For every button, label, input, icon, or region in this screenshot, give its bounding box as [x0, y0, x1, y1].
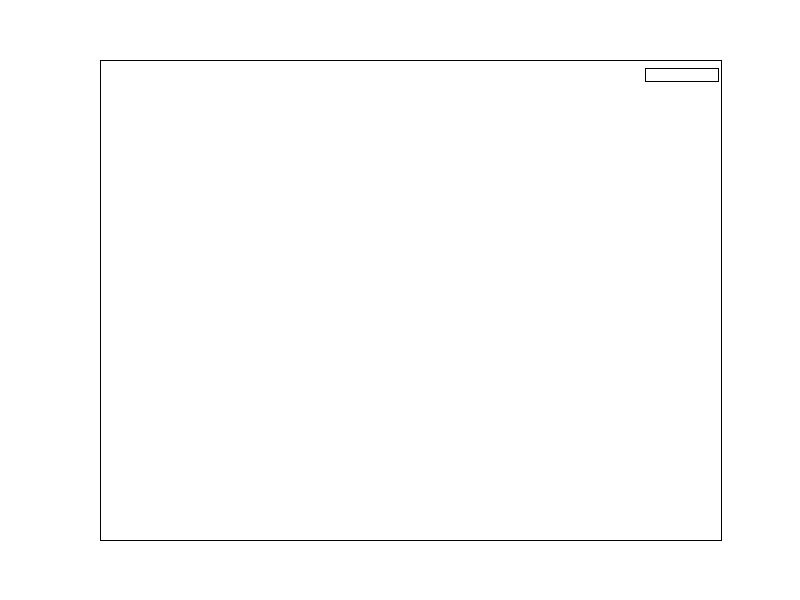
plot-area [100, 60, 722, 541]
legend [645, 68, 719, 82]
